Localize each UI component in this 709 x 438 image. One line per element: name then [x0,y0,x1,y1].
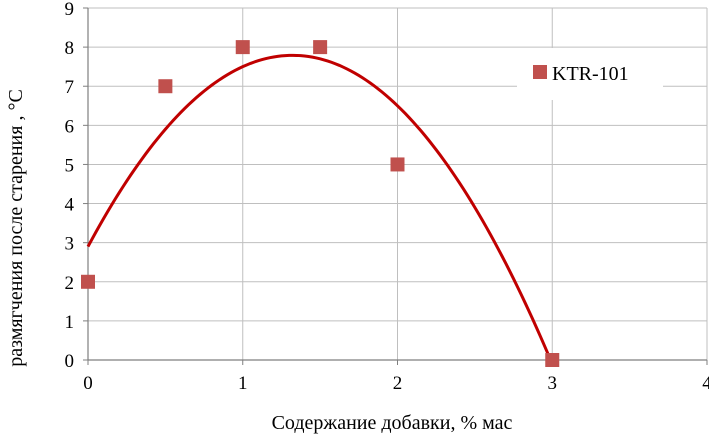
x-tick-label: 4 [702,373,709,394]
y-tick-label: 9 [65,0,75,20]
y-tick-label: 3 [65,234,75,255]
x-tick-labels: 0 1 2 3 4 [83,373,709,394]
y-tick-label: 0 [65,351,75,372]
y-tick-label: 2 [65,273,75,294]
y-axis-label: размягчения после старения , °С [5,89,27,367]
data-point [235,40,250,55]
legend-label: KTR-101 [552,63,629,85]
y-tick-label: 4 [65,195,75,216]
trendline [86,53,554,361]
data-points [81,40,560,367]
x-tick-label: 3 [548,373,558,394]
y-tick-label: 6 [65,116,75,137]
data-point [313,40,328,55]
x-tick-label: 2 [393,373,403,394]
x-axis-label: Содержание добавки, % мас [272,412,513,434]
data-point [81,274,95,289]
x-tick-label: 1 [238,373,248,394]
y-tick-label: 5 [65,155,75,176]
data-point [390,157,405,172]
data-point [545,353,560,367]
y-tick-labels: 0 1 2 3 4 5 6 7 8 9 [65,0,75,372]
legend-marker [533,65,547,79]
axes [83,7,708,365]
y-tick-label: 8 [65,38,75,59]
y-tick-label: 7 [65,77,75,98]
data-point [158,79,173,94]
x-tick-label: 0 [83,373,93,394]
y-tick-label: 1 [65,312,75,333]
legend: KTR-101 [517,48,663,100]
